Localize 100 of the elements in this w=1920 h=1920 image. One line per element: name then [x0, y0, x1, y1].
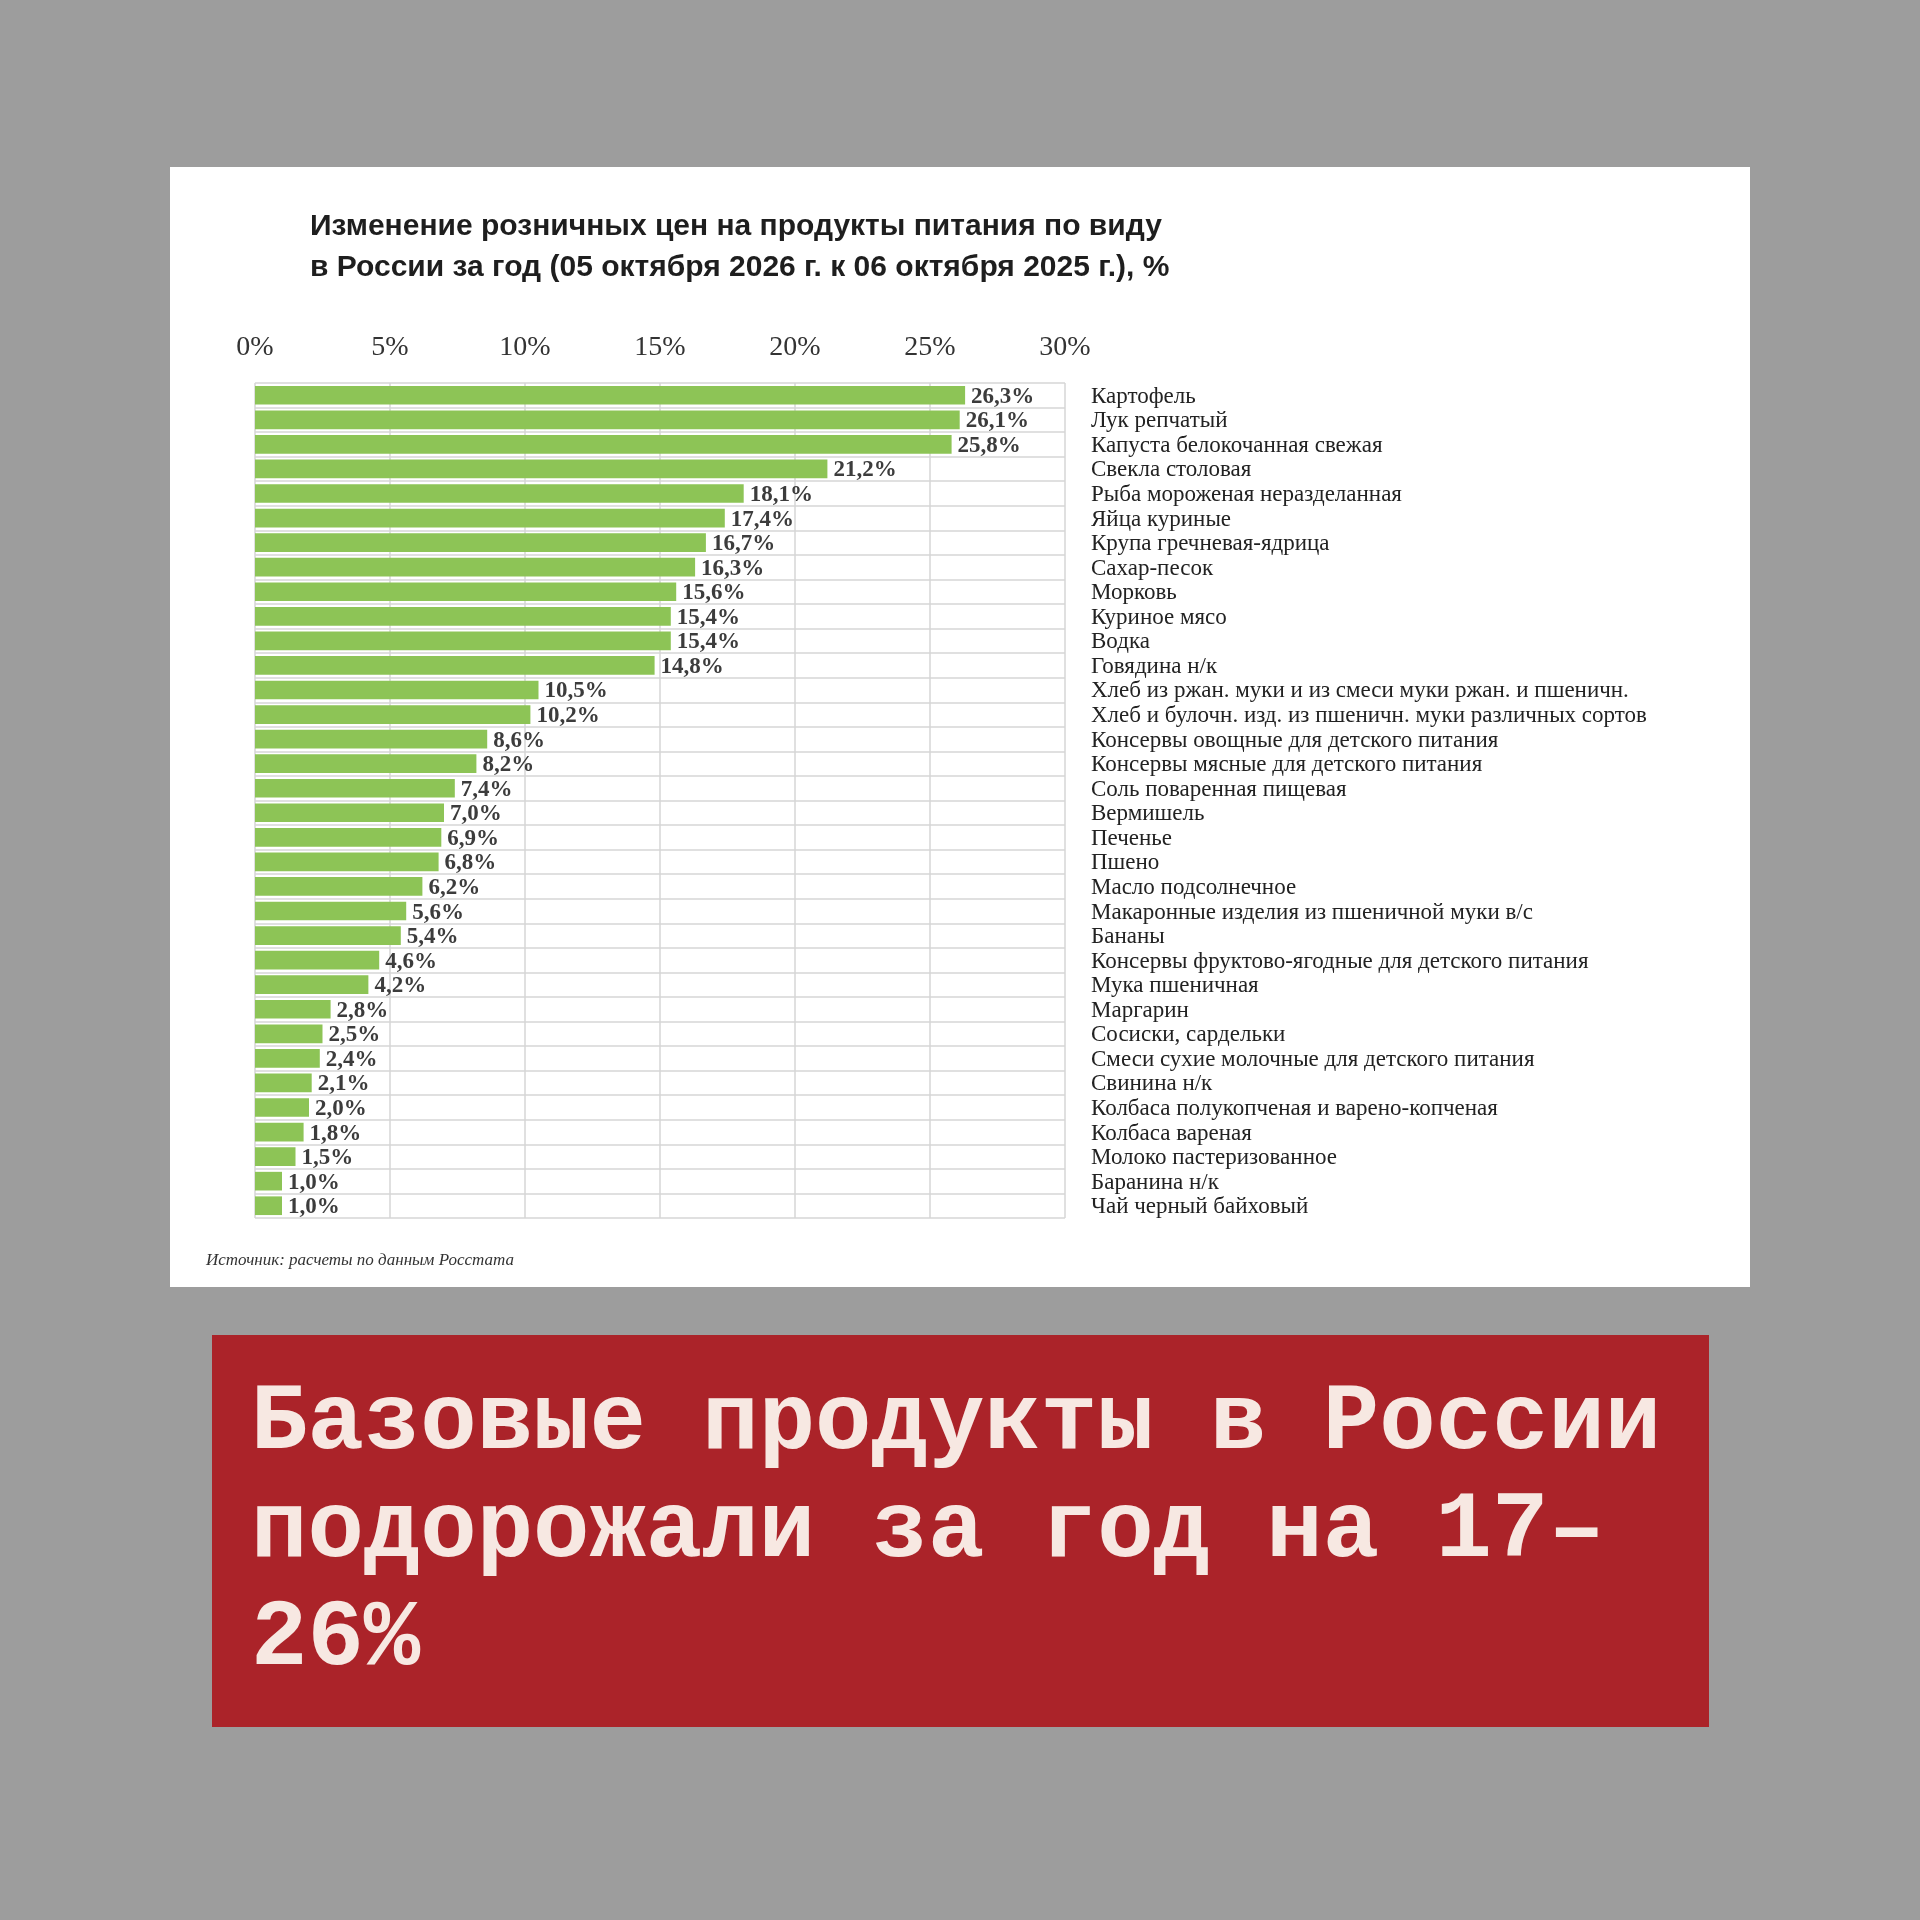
bar: [255, 1196, 282, 1216]
bar: [255, 975, 369, 995]
y-tick-label: Бананы: [1091, 923, 1165, 949]
data-label: 15,6%: [682, 579, 746, 605]
bar: [255, 1171, 282, 1191]
data-label: 6,9%: [447, 824, 500, 850]
data-label: 6,8%: [444, 849, 497, 875]
chart-title: Изменение розничных цен на продукты питания по виду в России за год (05 октября 2026 г. к 06 октября 2025 г.), %: [310, 207, 1170, 284]
y-tick-label: Мука пшеничная: [1091, 972, 1260, 998]
y-tick-label: Макаронные изделия из пшеничной муки в/с: [1091, 898, 1533, 924]
bar: [255, 385, 966, 405]
text: Источник: расчеты по данным Росстата: [206, 1250, 515, 1270]
bar: [255, 435, 952, 454]
data-label: 21,2%: [833, 456, 897, 482]
bar: [255, 606, 671, 626]
bar: [255, 1147, 296, 1166]
y-tick-label: Консервы овощные для детского питания: [1091, 726, 1499, 752]
data-label: 8,6%: [493, 726, 545, 752]
bar: [255, 754, 477, 773]
data-label: 18,1%: [749, 481, 813, 507]
bar: [255, 1122, 304, 1142]
y-tick-label: Консервы мясные для детского питания: [1091, 751, 1483, 777]
y-tick-label: Маргарин: [1091, 996, 1189, 1022]
x-tick-label: 25%: [904, 329, 956, 361]
y-tick-label: Хлеб и булочн. изд. из пшеничн. муки различных сортов: [1091, 702, 1648, 728]
data-label: 7,0%: [450, 800, 502, 826]
bar: [255, 926, 401, 945]
bar: [255, 999, 331, 1019]
y-tick-label: Молоко пастеризованное: [1091, 1144, 1337, 1170]
data-label: 2,4%: [325, 1045, 378, 1071]
x-tick-label: 0%: [236, 329, 274, 361]
bar: [255, 459, 828, 479]
data-label: 26,1%: [965, 407, 1029, 433]
text: Базовые продукты в России подорожали за год на 17–26%: [251, 1369, 1663, 1693]
bar: [255, 680, 539, 700]
data-label: 1,0%: [288, 1168, 340, 1194]
bar: [255, 950, 380, 970]
x-tick-label: 20%: [769, 329, 821, 361]
y-tick-label: Капуста белокочанная свежая: [1091, 431, 1383, 457]
bar: [255, 778, 455, 798]
bar: [255, 828, 442, 847]
y-tick-label: Соль поваренная пищевая: [1091, 775, 1347, 801]
bar: [255, 557, 696, 577]
data-label: 5,6%: [412, 898, 464, 924]
bar: [255, 1024, 323, 1044]
x-tick-label: 10%: [499, 329, 551, 361]
y-tick-label: Колбаса вареная: [1091, 1119, 1253, 1145]
y-tick-label: Баранина н/к: [1091, 1168, 1220, 1194]
data-label: 25,8%: [957, 431, 1021, 457]
data-label: 1,0%: [288, 1193, 340, 1219]
data-label: 15,4%: [676, 628, 741, 654]
data-label: 1,5%: [301, 1144, 354, 1170]
data-label: 2,5%: [328, 1021, 381, 1047]
data-label: 8,2%: [482, 751, 535, 777]
x-tick-label: 30%: [1039, 329, 1091, 361]
bar: [255, 901, 407, 921]
data-label: 10,5%: [544, 677, 608, 703]
y-tick-label: Колбаса полукопченая и варено-копченая: [1091, 1094, 1499, 1120]
y-tick-label: Хлеб из ржан. муки и из смеси муки ржан. и пшеничн.: [1091, 677, 1629, 703]
bar: [255, 410, 960, 430]
bar: [255, 705, 531, 724]
y-tick-label: Картофель: [1091, 382, 1196, 408]
data-label: 2,0%: [315, 1094, 367, 1120]
y-tick-label: Сахар-песок: [1091, 554, 1214, 580]
bar: [255, 1098, 309, 1117]
bar: [255, 803, 444, 823]
data-label: 2,8%: [336, 996, 389, 1022]
x-tick-label: 15%: [634, 329, 686, 361]
y-tick-label: Яйца куриные: [1091, 505, 1232, 531]
data-label: 6,2%: [428, 873, 481, 899]
y-tick-label: Пшено: [1091, 849, 1160, 875]
y-tick-label: Свекла столовая: [1091, 456, 1252, 482]
data-label: 4,6%: [385, 947, 437, 973]
data-label: 5,4%: [406, 923, 459, 949]
bar: [255, 1049, 320, 1068]
bar: [255, 852, 439, 872]
y-tick-label: Масло подсолнечное: [1091, 873, 1297, 899]
data-label: 14,8%: [660, 652, 724, 678]
y-tick-label: Водка: [1091, 628, 1150, 654]
bar: [255, 484, 744, 503]
y-tick-label: Куриное мясо: [1091, 603, 1227, 629]
data-label: 2,1%: [317, 1070, 370, 1096]
y-tick-label: Печенье: [1091, 824, 1173, 850]
y-tick-label: Консервы фруктово-ягодные для детского питания: [1091, 947, 1589, 973]
data-label: 15,4%: [676, 603, 741, 629]
bar: [255, 729, 488, 749]
data-label: 17,4%: [730, 505, 795, 531]
bar: [255, 1073, 312, 1093]
y-tick-label: Лук репчатый: [1091, 407, 1228, 433]
y-tick-label: Смеси сухие молочные для детского питания: [1091, 1045, 1535, 1071]
y-tick-label: Чай черный байховый: [1091, 1193, 1309, 1219]
bar: [255, 508, 725, 528]
x-tick-label: 5%: [371, 329, 409, 361]
bar: [255, 656, 655, 675]
data-label: 4,2%: [374, 972, 427, 998]
data-label: 7,4%: [460, 775, 513, 801]
y-tick-label: Рыба мороженая неразделанная: [1091, 481, 1403, 507]
y-tick-label: Вермишель: [1091, 800, 1205, 826]
y-tick-label: Сосиски, сардельки: [1091, 1021, 1286, 1047]
bar: [255, 631, 671, 651]
